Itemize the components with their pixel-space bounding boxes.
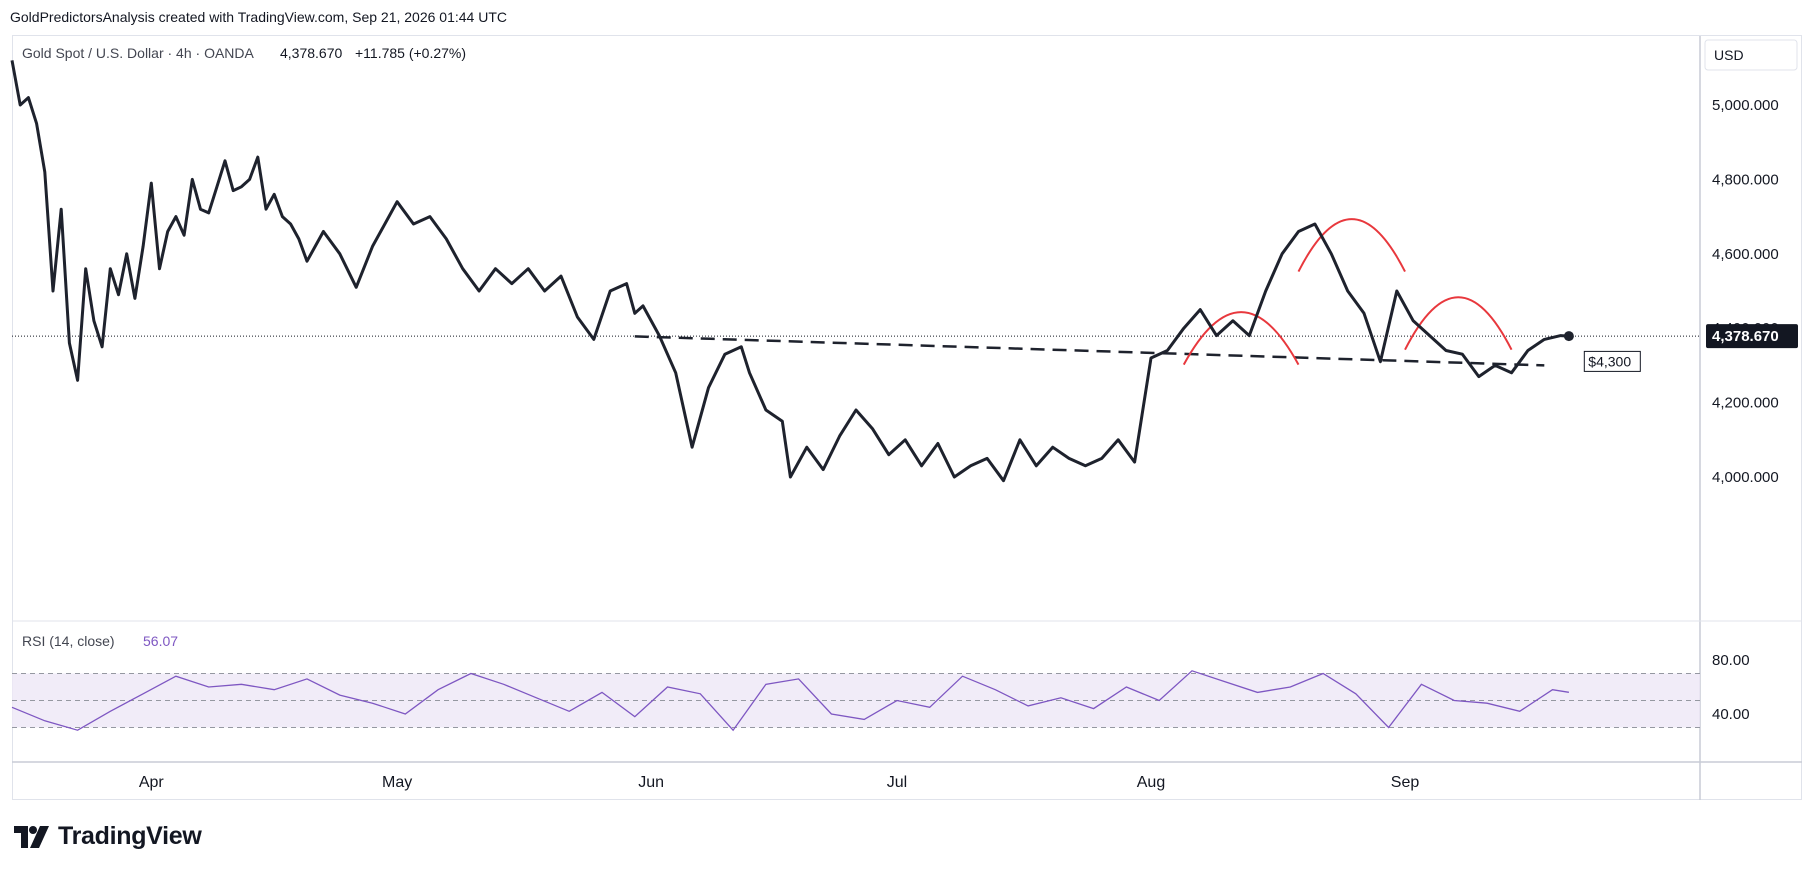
time-tick-label: Sep — [1391, 774, 1420, 791]
rsi-series-line — [11, 670, 1570, 732]
price-tick-label: 4,000.000 — [1712, 469, 1779, 486]
head-and-shoulders-arcs[interactable] — [1182, 218, 1513, 366]
tradingview-logo[interactable]: TradingView — [14, 822, 202, 851]
pattern-arc — [1182, 311, 1300, 366]
pattern-arc — [1297, 218, 1406, 273]
rsi-tick-label: 80.00 — [1712, 652, 1750, 669]
rsi-tick-label: 40.00 — [1712, 706, 1750, 723]
currency-label: USD — [1714, 47, 1744, 63]
price-series-line — [10, 60, 1569, 483]
time-tick-label: Aug — [1137, 774, 1165, 791]
neckline-price-label: $4,300 — [1583, 350, 1641, 372]
current-price-tag: 4,378.670 — [1706, 324, 1798, 349]
time-tick-label: Jun — [638, 774, 664, 791]
price-axis[interactable]: 5,000.0004,800.0004,600.0004,400.0004,20… — [1712, 97, 1779, 486]
tradingview-logo-icon — [14, 825, 49, 848]
legend-last-price: 4,378.670 — [280, 45, 342, 61]
neckline-trendline[interactable] — [634, 335, 1545, 367]
pattern-arc — [1404, 296, 1513, 351]
svg-text:$4,300: $4,300 — [1588, 353, 1631, 369]
rsi-axis[interactable]: 80.00 40.00 — [1712, 652, 1750, 723]
svg-text:4,378.670: 4,378.670 — [1712, 328, 1779, 345]
time-tick-label: Jul — [887, 774, 907, 791]
last-price-dot — [1563, 331, 1574, 342]
rsi-value: 56.07 — [143, 633, 178, 649]
price-tick-label: 5,000.000 — [1712, 97, 1779, 114]
chart-attribution-header: GoldPredictorsAnalysis created with Trad… — [10, 9, 507, 25]
chart-frame — [12, 35, 1802, 800]
time-axis[interactable]: Apr May Jun Jul Aug Sep — [139, 774, 1419, 791]
rsi-label: RSI (14, close) — [22, 633, 115, 649]
tradingview-logo-text: TradingView — [58, 822, 202, 850]
price-tick-label: 4,200.000 — [1712, 395, 1779, 412]
currency-button[interactable] — [1704, 39, 1798, 71]
legend-change: +11.785 (+0.27%) — [355, 45, 466, 61]
price-tick-label: 4,600.000 — [1712, 246, 1779, 263]
price-tick-label: 4,800.000 — [1712, 171, 1779, 188]
rsi-band — [12, 673, 1700, 728]
time-tick-label: Apr — [139, 774, 165, 791]
time-tick-label: May — [382, 774, 412, 791]
symbol-legend: Gold Spot / U.S. Dollar · 4h · OANDA — [22, 45, 255, 61]
